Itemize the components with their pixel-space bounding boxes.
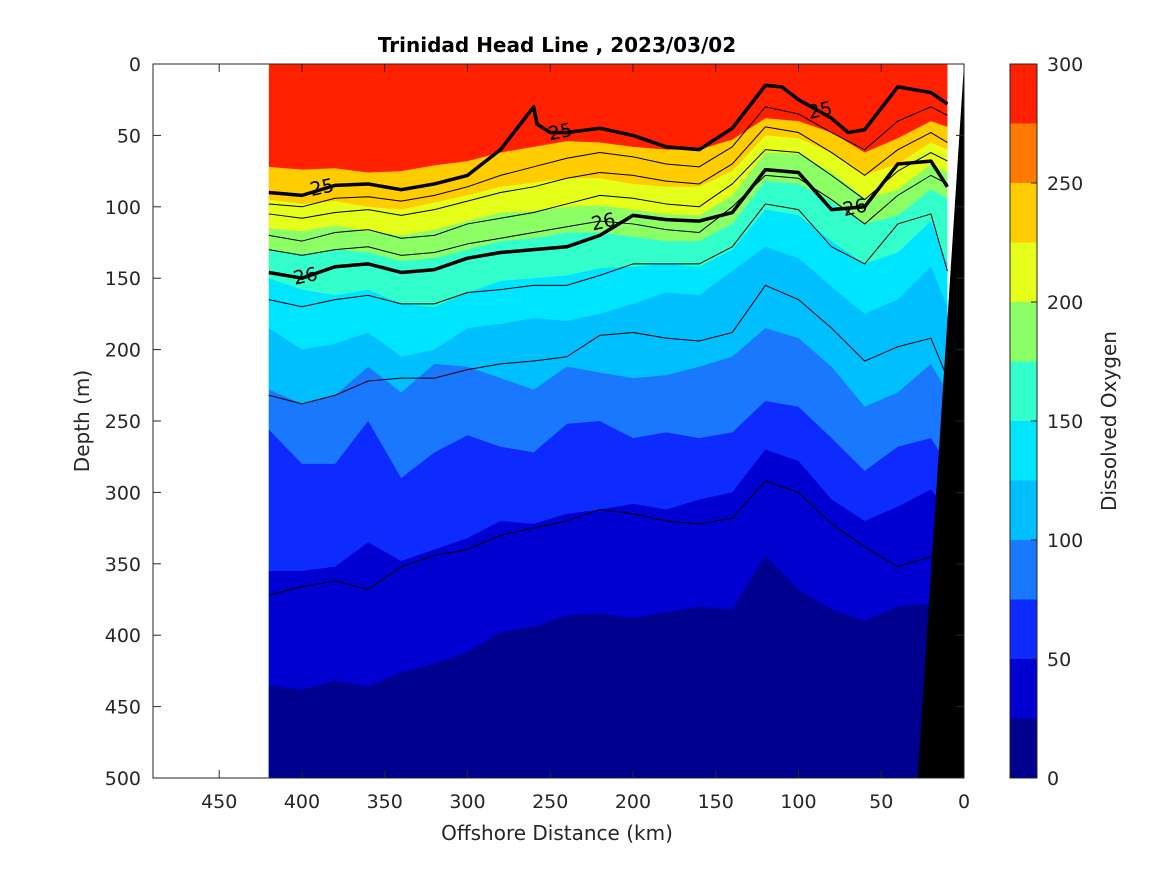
density-isoline (268, 284, 948, 405)
colorbar-swatch (1010, 123, 1037, 183)
x-tick-label: 350 (367, 791, 403, 813)
density-isoline (268, 203, 948, 308)
colorbar-tick-label: 300 (1047, 54, 1083, 76)
oxygen-band-25 (268, 555, 948, 778)
colorbar-swatch (1010, 183, 1037, 243)
colorbar-swatch (1010, 540, 1037, 600)
x-axis-label: Offshore Distance (km) (441, 821, 673, 845)
x-tick-label: 250 (532, 791, 568, 813)
contour-label: 25 (308, 175, 336, 202)
contour-label-group: 25 (308, 175, 336, 202)
colorbar-label: Dissolved Oxygen (1097, 331, 1121, 511)
density-isoline (268, 83, 949, 198)
y-tick-label: 0 (129, 54, 141, 76)
contour-label: 25 (806, 97, 834, 124)
contour-label-group: 25 (546, 119, 574, 146)
x-tick-label: 400 (284, 791, 320, 813)
density-isoline (268, 480, 948, 596)
x-tick-label: 100 (780, 791, 816, 813)
y-tick-label: 250 (105, 411, 141, 433)
colorbar: 0 50 100 150 200 250 300 (1009, 54, 1083, 790)
contour-label-group: 26 (841, 195, 869, 222)
colorbar-swatch (1010, 242, 1037, 302)
colorbar-tick-label: 250 (1047, 173, 1083, 195)
colorbar-tick-label: 100 (1047, 530, 1083, 552)
y-axis-label: Depth (m) (70, 370, 94, 472)
colorbar-tick-label: 150 (1047, 411, 1083, 433)
density-isoline (268, 159, 949, 280)
plot-area (268, 64, 964, 778)
x-tick-label: 450 (201, 791, 237, 813)
contour-label: 26 (841, 195, 869, 222)
colorbar-swatch (1010, 480, 1037, 540)
contour-label: 25 (546, 119, 574, 146)
y-axis: 0 50 100 150 200 250 300 350 400 450 500 (105, 54, 964, 790)
contour-label-group: 26 (291, 263, 319, 290)
chart-title: Trinidad Head Line , 2023/03/02 (378, 33, 736, 57)
contour-labels: 25 25 25 26 26 26 (291, 97, 869, 290)
colorbar-tick-label: 200 (1047, 292, 1083, 314)
y-tick-label: 350 (105, 554, 141, 576)
y-tick-label: 400 (105, 625, 141, 647)
x-axis: 450 400 350 300 250 200 150 100 50 0 (201, 64, 970, 813)
x-tick-label: 0 (958, 791, 970, 813)
contour-label: 26 (291, 263, 319, 290)
colorbar-swatch (1010, 421, 1037, 481)
colorbar-swatch (1010, 361, 1037, 421)
density-isoline (268, 149, 948, 242)
density-isoline (268, 106, 948, 208)
bathymetry (917, 64, 964, 778)
y-tick-label: 500 (105, 768, 141, 790)
y-tick-label: 300 (105, 482, 141, 504)
colorbar-swatch (1010, 64, 1037, 124)
x-tick-label: 200 (615, 791, 651, 813)
colorbar-swatch (1010, 718, 1037, 778)
colorbar-tick-label: 0 (1047, 768, 1059, 790)
contour-label: 26 (589, 209, 617, 236)
contour-label-group: 26 (589, 209, 617, 236)
contour-label-group: 25 (806, 97, 834, 124)
colorbar-tick-label: 50 (1047, 649, 1071, 671)
colorbar-swatch (1010, 302, 1037, 362)
colorbar-swatch (1010, 659, 1037, 719)
y-tick-label: 450 (105, 697, 141, 719)
colorbar-swatch (1010, 599, 1037, 659)
y-tick-label: 200 (105, 340, 141, 362)
x-tick-label: 150 (698, 791, 734, 813)
y-tick-label: 150 (105, 268, 141, 290)
y-tick-label: 100 (105, 197, 141, 219)
density-isoline (268, 126, 948, 219)
density-isoline (268, 174, 948, 256)
y-tick-label: 50 (117, 125, 141, 147)
x-tick-label: 300 (449, 791, 485, 813)
x-tick-label: 50 (869, 791, 893, 813)
